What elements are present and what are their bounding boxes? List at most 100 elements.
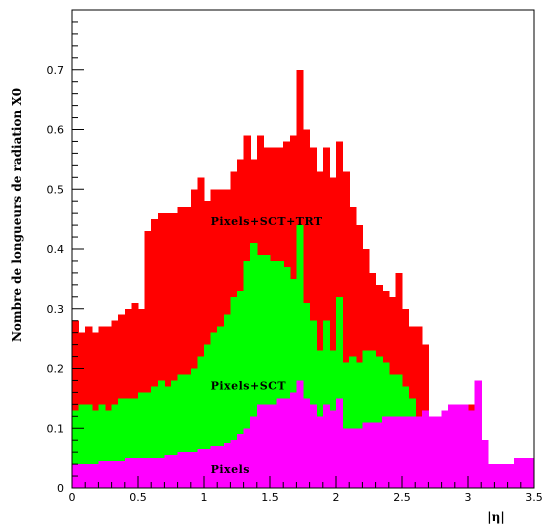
bar bbox=[461, 404, 469, 488]
bar bbox=[520, 458, 528, 489]
bar bbox=[177, 207, 185, 488]
bar bbox=[131, 458, 139, 489]
bar bbox=[190, 368, 198, 488]
bar bbox=[336, 296, 344, 488]
bar bbox=[355, 225, 363, 488]
bar bbox=[197, 449, 205, 488]
y-tick-label: 0.5 bbox=[47, 183, 65, 196]
bar bbox=[151, 386, 159, 488]
bar bbox=[184, 452, 192, 488]
bar bbox=[197, 356, 205, 488]
bar bbox=[138, 392, 146, 488]
bar bbox=[164, 386, 172, 488]
bar bbox=[171, 213, 179, 488]
bar bbox=[243, 428, 251, 488]
bar bbox=[481, 440, 489, 488]
bar bbox=[289, 278, 297, 489]
bar bbox=[329, 177, 337, 489]
bar bbox=[441, 410, 449, 488]
bar bbox=[421, 410, 429, 488]
bar bbox=[309, 147, 317, 488]
bar bbox=[256, 254, 264, 488]
x-tick-label: 0.5 bbox=[129, 491, 147, 504]
bar bbox=[494, 464, 502, 488]
series-layer bbox=[72, 69, 535, 489]
bar bbox=[402, 416, 410, 488]
bar bbox=[276, 398, 284, 489]
y-tick-label: 0 bbox=[57, 482, 64, 495]
x-tick-label: 2 bbox=[333, 491, 340, 504]
bar bbox=[395, 416, 403, 488]
bar bbox=[138, 458, 146, 489]
bar bbox=[124, 308, 132, 488]
bar bbox=[91, 464, 99, 488]
bar bbox=[283, 266, 291, 488]
annotation-layer: Pixels+SCT+TRT Pixels+SCT Pixels bbox=[211, 215, 323, 476]
bar bbox=[256, 404, 264, 488]
bar bbox=[342, 362, 350, 488]
bar bbox=[217, 326, 225, 488]
y-tick-label: 0.7 bbox=[47, 64, 65, 77]
bar bbox=[408, 416, 416, 488]
bar bbox=[448, 404, 456, 488]
bar bbox=[111, 404, 119, 488]
bar bbox=[105, 461, 113, 488]
bar bbox=[131, 302, 139, 488]
bar bbox=[144, 458, 152, 489]
bar bbox=[514, 458, 522, 489]
bar bbox=[296, 380, 304, 488]
bar bbox=[105, 326, 113, 488]
bar bbox=[276, 260, 284, 488]
bar bbox=[243, 260, 251, 488]
y-tick-label: 0.1 bbox=[47, 422, 65, 435]
ticks-layer: 0 0.5 1 1.5 2 2.5 3 3.5 0 0.1 0.2 0.3 0.4 0.5 0.6 0.7 bbox=[47, 21, 542, 504]
bar bbox=[190, 452, 198, 488]
bar bbox=[362, 422, 370, 488]
bar bbox=[204, 344, 212, 488]
bar bbox=[184, 374, 192, 488]
x-tick-label: 0 bbox=[69, 491, 76, 504]
bar bbox=[250, 416, 258, 488]
bar bbox=[435, 416, 443, 488]
x-tick-label: 2.5 bbox=[393, 491, 411, 504]
bar bbox=[237, 290, 245, 488]
bar bbox=[362, 350, 370, 488]
bar bbox=[355, 428, 363, 488]
bar bbox=[230, 296, 238, 488]
bar bbox=[164, 213, 172, 488]
bar bbox=[342, 171, 350, 488]
bar bbox=[144, 231, 152, 488]
bar bbox=[237, 434, 245, 488]
bar bbox=[177, 452, 185, 488]
bar bbox=[487, 464, 495, 488]
bar bbox=[85, 404, 93, 488]
bar bbox=[223, 443, 231, 488]
x-tick-label: 3 bbox=[465, 491, 472, 504]
bar bbox=[177, 374, 185, 488]
bar bbox=[250, 243, 258, 488]
bar bbox=[289, 392, 297, 488]
bar bbox=[111, 461, 119, 488]
series-annotation: Pixels bbox=[211, 463, 250, 476]
bar bbox=[171, 455, 179, 488]
bar bbox=[157, 458, 165, 489]
bar bbox=[72, 410, 80, 488]
series-annotation: Pixels+SCT bbox=[211, 379, 287, 392]
bar bbox=[230, 440, 238, 488]
bar bbox=[223, 314, 231, 488]
bar bbox=[303, 398, 311, 489]
bar bbox=[415, 326, 423, 488]
bar bbox=[474, 380, 482, 488]
bar bbox=[349, 356, 357, 488]
bar bbox=[131, 398, 139, 489]
bar bbox=[355, 362, 363, 488]
bar bbox=[263, 404, 271, 488]
bar bbox=[283, 398, 291, 489]
bar bbox=[296, 225, 304, 488]
bar bbox=[342, 428, 350, 488]
bar bbox=[369, 422, 377, 488]
y-tick-label: 0.6 bbox=[47, 124, 65, 137]
bar bbox=[204, 201, 212, 488]
bar bbox=[263, 254, 271, 488]
bar bbox=[270, 404, 278, 488]
